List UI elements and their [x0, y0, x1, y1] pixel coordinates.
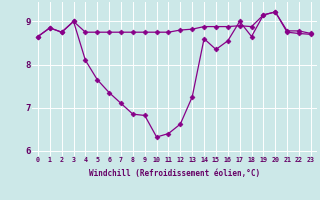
- X-axis label: Windchill (Refroidissement éolien,°C): Windchill (Refroidissement éolien,°C): [89, 169, 260, 178]
